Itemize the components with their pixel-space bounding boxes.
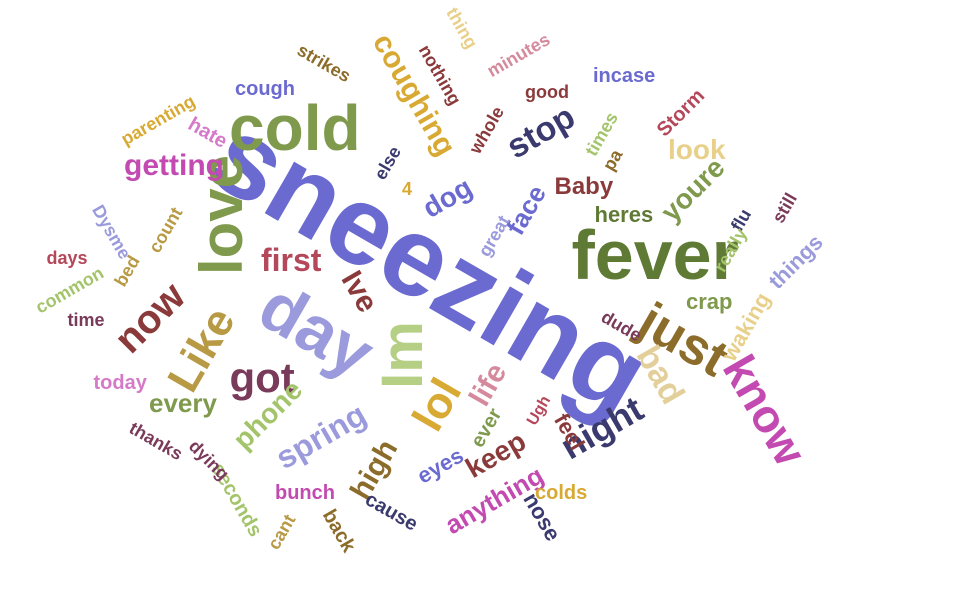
word-cant: cant	[263, 510, 299, 554]
word-cough: cough	[235, 78, 295, 100]
word-storm: Storm	[652, 84, 710, 142]
word-hate: hate	[183, 113, 231, 153]
word-got: got	[229, 354, 295, 401]
word-incase: incase	[593, 65, 656, 87]
word-cause: cause	[360, 488, 421, 536]
word-whole: whole	[464, 102, 508, 158]
word-dysme: Dysme	[87, 201, 135, 263]
word-thing: thing	[442, 3, 482, 53]
word-good: good	[525, 82, 569, 102]
word-getting: getting	[124, 149, 224, 182]
word-stop: stop	[500, 97, 582, 167]
word-still: still	[767, 189, 801, 227]
word-4: 4	[402, 179, 413, 199]
word-look: look	[668, 134, 726, 165]
word-back: back	[317, 505, 360, 557]
word-days: days	[46, 248, 88, 268]
word-colds: colds	[535, 482, 588, 504]
word-things: things	[763, 229, 828, 294]
word-thanks: thanks	[125, 417, 187, 465]
word-strikes: strikes	[293, 39, 355, 87]
word-minutes: minutes	[483, 29, 553, 81]
word-common: common	[31, 262, 107, 318]
word-first: first	[261, 242, 322, 278]
word-bunch: bunch	[275, 482, 335, 504]
word-count: count	[144, 203, 186, 257]
word-time: time	[67, 310, 105, 330]
word-today: today	[93, 372, 147, 394]
word-face: face	[500, 179, 553, 241]
word-parenting: parenting	[117, 90, 199, 150]
word-know: know	[712, 346, 817, 474]
word-every: every	[149, 388, 217, 418]
word-cold: cold	[229, 92, 361, 164]
word-crap: crap	[686, 289, 733, 314]
word-fever: fever	[571, 216, 739, 294]
word-eyes: eyes	[412, 442, 468, 489]
word-heres: heres	[594, 202, 654, 227]
word-baby: Baby	[554, 173, 614, 200]
